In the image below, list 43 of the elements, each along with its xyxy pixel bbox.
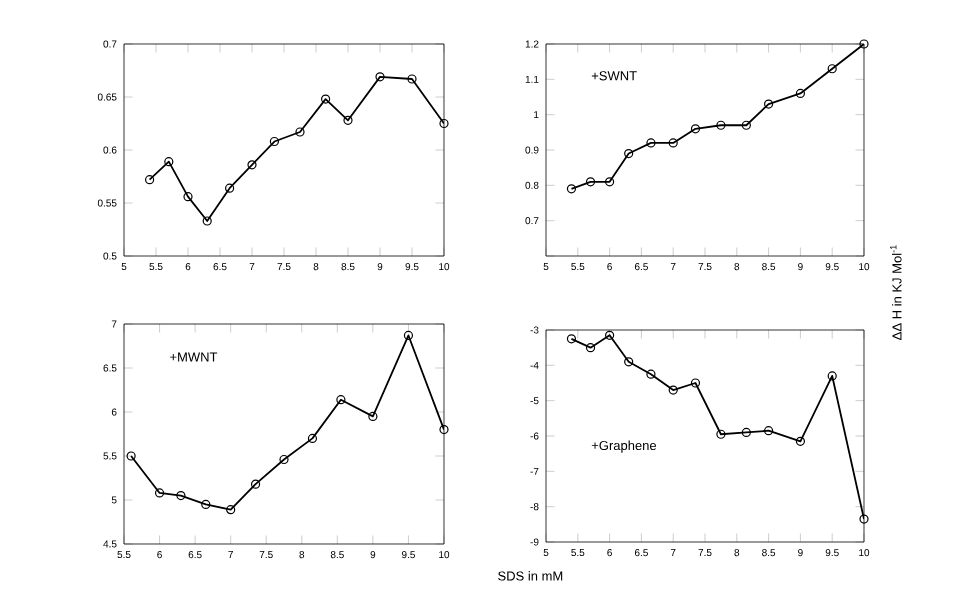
point	[343, 115, 353, 125]
point	[250, 479, 261, 489]
point	[375, 72, 385, 82]
point	[795, 436, 805, 446]
point	[716, 120, 726, 130]
point	[646, 138, 656, 148]
point	[668, 138, 678, 148]
point	[741, 120, 751, 130]
point	[321, 94, 331, 104]
point	[403, 330, 414, 341]
point	[716, 429, 726, 439]
point	[368, 411, 378, 421]
point	[164, 157, 174, 167]
point	[201, 499, 211, 509]
point	[585, 343, 596, 353]
point	[176, 491, 186, 501]
point	[690, 378, 701, 388]
point	[827, 64, 837, 74]
point	[307, 433, 318, 443]
point	[247, 160, 257, 170]
point	[690, 124, 701, 134]
point	[154, 488, 165, 498]
point	[741, 427, 751, 438]
point	[336, 395, 346, 405]
point	[624, 148, 634, 159]
point	[764, 99, 774, 109]
point	[202, 216, 212, 226]
point	[269, 136, 279, 147]
point	[279, 454, 289, 465]
point	[226, 505, 236, 515]
point	[624, 357, 634, 367]
point	[585, 177, 596, 187]
point	[827, 371, 837, 381]
point	[183, 192, 193, 202]
point	[605, 330, 615, 340]
point	[764, 426, 774, 436]
point	[646, 369, 656, 379]
point	[407, 74, 417, 84]
point	[795, 88, 805, 99]
point	[295, 127, 305, 137]
point	[668, 385, 678, 395]
point	[605, 177, 615, 187]
point	[225, 183, 235, 193]
